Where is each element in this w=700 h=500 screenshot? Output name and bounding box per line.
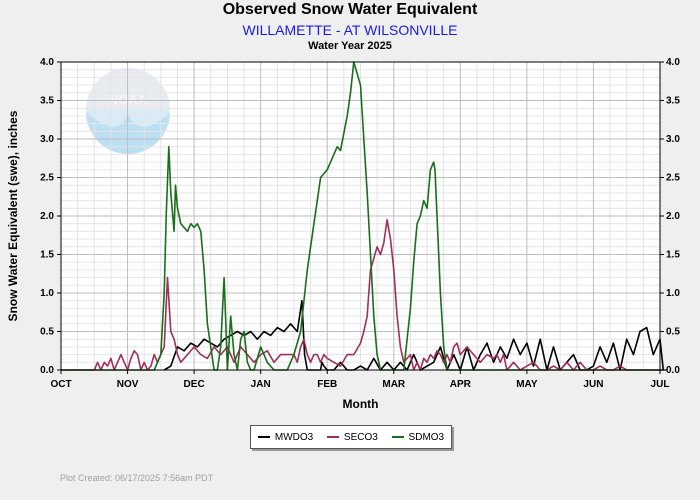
- series-line-mwdo3: [163, 299, 665, 371]
- y-tick-label: 4.0: [40, 57, 54, 68]
- y-tick-label-right: 4.0: [666, 57, 680, 68]
- x-tick-label: JUL: [651, 379, 670, 390]
- x-tick-label: JUN: [583, 379, 603, 390]
- x-tick-label: JAN: [251, 379, 271, 390]
- x-axis-label: Month: [343, 397, 379, 411]
- y-tick-label-right: 1.5: [666, 250, 680, 261]
- y-tick-label: 3.0: [40, 134, 54, 145]
- y-axis-label: Snow Water Equivalent (swe), inches: [6, 110, 20, 321]
- legend-item-sdmo3: SDMO3: [391, 431, 445, 443]
- x-tick-label: MAY: [516, 379, 538, 390]
- x-tick-label: OCT: [50, 379, 71, 390]
- y-tick-label: 0.0: [40, 365, 54, 376]
- y-tick-label-right: 1.0: [666, 288, 680, 299]
- y-tick-label: 0.5: [40, 327, 54, 338]
- chart-legend: MWDO3 SECO3 SDMO3: [250, 425, 452, 449]
- y-tick-label: 2.5: [40, 173, 54, 184]
- legend-label: MWDO3: [274, 431, 314, 443]
- chart-period: Water Year 2025: [308, 40, 392, 52]
- y-tick-label-right: 3.5: [666, 96, 680, 107]
- x-tick-label: APR: [450, 379, 472, 390]
- y-tick-label: 1.5: [40, 250, 54, 261]
- x-tick-label: NOV: [117, 379, 139, 390]
- legend-label: SECO3: [343, 431, 378, 443]
- legend-swatch: [326, 436, 339, 438]
- legend-item-seco3: SECO3: [326, 431, 378, 443]
- y-tick-label-right: 2.5: [666, 173, 680, 184]
- y-tick-label: 2.0: [40, 211, 54, 222]
- legend-swatch: [391, 436, 404, 438]
- y-tick-label-right: 2.0: [666, 211, 680, 222]
- legend-swatch: [257, 436, 270, 438]
- plot-created-footer: Plot Created: 06/17/2025 7:56am PDT: [60, 473, 214, 483]
- legend-item-mwdo3: MWDO3: [257, 431, 314, 443]
- y-tick-label-right: 0.0: [666, 365, 680, 376]
- y-tick-label: 3.5: [40, 96, 54, 107]
- x-tick-label: FEB: [317, 379, 337, 390]
- series-line-sdmo3: [61, 61, 667, 371]
- noaa-logo-text: NOAA: [109, 92, 148, 107]
- y-tick-label-right: 0.5: [666, 327, 680, 338]
- legend-label: SDMO3: [408, 431, 445, 443]
- y-tick-label: 1.0: [40, 288, 54, 299]
- chart-title: Observed Snow Water Equivalent: [222, 1, 478, 18]
- x-tick-label: MAR: [382, 379, 406, 390]
- y-tick-label-right: 3.0: [666, 134, 680, 145]
- x-tick-label: DEC: [184, 379, 205, 390]
- chart-subtitle: WILLAMETTE - AT WILSONVILLE: [242, 22, 458, 38]
